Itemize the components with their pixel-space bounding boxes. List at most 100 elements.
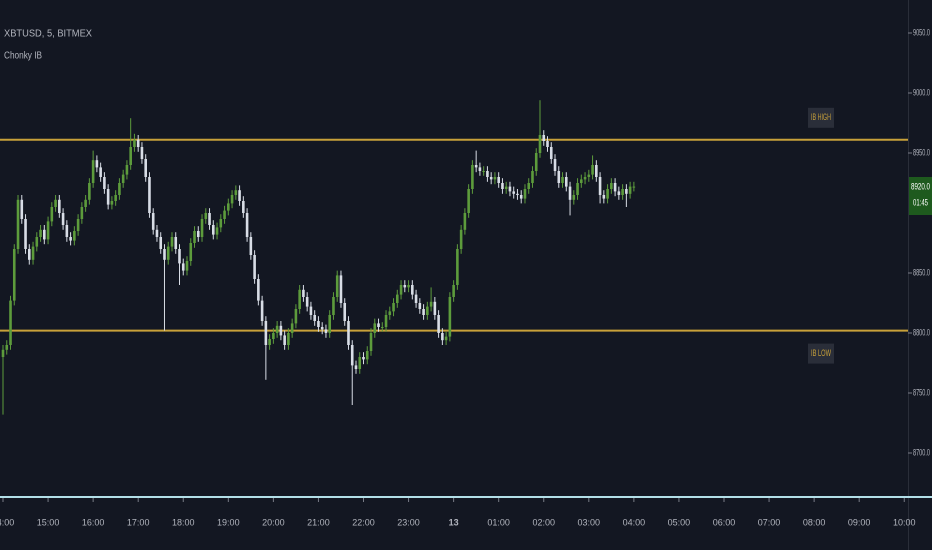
candle-body: [572, 195, 576, 200]
candle-body: [103, 177, 106, 189]
candle-body: [591, 165, 594, 175]
x-tick-label: 01:00: [487, 517, 510, 527]
candle-body: [452, 285, 455, 297]
candle-body: [459, 229, 463, 249]
candle-body: [144, 159, 148, 177]
candle-body: [219, 219, 223, 228]
x-tick-label: 14:00: [0, 517, 14, 527]
candle-body: [264, 321, 268, 345]
candle-body: [568, 186, 572, 200]
candle-body: [230, 195, 234, 204]
candle-body: [84, 199, 87, 207]
candle-body: [343, 303, 347, 321]
candle-body: [527, 183, 531, 189]
candle-body: [377, 323, 380, 327]
candle-body: [46, 221, 50, 240]
candle-body: [121, 174, 125, 183]
x-tick-label: 15:00: [37, 517, 60, 527]
candle-body: [437, 315, 440, 333]
candle-body: [106, 189, 110, 205]
candle-body: [76, 219, 80, 231]
x-tick-label: 02:00: [532, 517, 555, 527]
candle-body: [272, 333, 275, 339]
y-tick-label: 8850.0: [913, 267, 930, 277]
candle-body: [39, 229, 42, 237]
candle-body: [129, 147, 132, 165]
candle-body: [193, 231, 196, 243]
candle-body: [501, 183, 504, 189]
candle-body: [27, 249, 31, 260]
candle-body: [512, 191, 516, 194]
candle-body: [332, 297, 335, 315]
candle-body: [395, 294, 399, 303]
candle-body: [223, 210, 226, 219]
candle-body: [118, 183, 121, 195]
candle-body: [628, 186, 632, 194]
candle-body: [516, 193, 519, 195]
candle-body: [159, 237, 163, 249]
x-tick-label: 05:00: [668, 517, 691, 527]
x-tick-label: 23:00: [397, 517, 420, 527]
candle-body: [632, 186, 636, 188]
candle-body: [166, 246, 170, 260]
candle-body: [155, 229, 159, 237]
candle-body: [283, 335, 286, 345]
candle-body: [320, 327, 324, 330]
candle-body: [260, 300, 264, 321]
candle-body: [388, 311, 392, 315]
candle-body: [362, 357, 365, 360]
candle-body: [305, 297, 309, 307]
candle-body: [50, 207, 54, 222]
candle-body: [504, 186, 508, 189]
candle-body: [613, 183, 617, 192]
candle-body: [493, 177, 497, 180]
candle-body: [58, 199, 61, 213]
candle-body: [245, 213, 249, 237]
x-tick-label: 19:00: [217, 517, 240, 527]
candle-body: [549, 147, 553, 159]
candle-body: [275, 325, 279, 333]
ib-label-box: [808, 107, 834, 128]
y-tick-label: 9000.0: [913, 87, 930, 97]
candle-body: [373, 323, 377, 333]
x-tick-label: 08:00: [803, 517, 826, 527]
y-tick-label: 8800.0: [913, 327, 930, 337]
candle-body: [298, 289, 301, 309]
candle-body: [418, 303, 422, 309]
candle-body: [380, 327, 384, 328]
candle-body: [227, 203, 230, 211]
candle-body: [309, 306, 313, 315]
x-tick-label: 06:00: [713, 517, 736, 527]
candle-body: [125, 165, 129, 175]
candle-body: [24, 219, 27, 249]
y-tick-label: 9050.0: [913, 27, 930, 37]
candle-body: [242, 201, 245, 213]
candle-body: [279, 325, 283, 336]
candle-body: [534, 153, 538, 171]
candle-body: [1, 349, 5, 357]
candle-body: [110, 201, 114, 205]
y-tick-label: 8700.0: [913, 447, 930, 457]
candle-body: [35, 237, 39, 247]
candle-body: [617, 191, 621, 195]
x-tick-label: 10:00: [893, 517, 916, 527]
ib-label-box: [808, 343, 834, 364]
candle-body: [384, 315, 388, 327]
x-tick-label: 09:00: [848, 517, 871, 527]
candle-body: [441, 333, 444, 341]
candle-body: [215, 227, 219, 235]
candle-body: [43, 229, 46, 240]
plot-area: IB HIGH IB LOW: [0, 100, 908, 415]
candle-body: [328, 315, 332, 333]
candle-body: [91, 160, 95, 183]
candle-body: [69, 237, 72, 241]
candle-body: [148, 177, 151, 213]
candle-body: [538, 135, 542, 153]
candle-body: [621, 189, 624, 195]
candle-body: [392, 303, 395, 312]
candle-body: [317, 321, 320, 327]
candle-body: [80, 207, 84, 219]
candle-body: [73, 231, 76, 241]
candle-body: [339, 275, 343, 303]
